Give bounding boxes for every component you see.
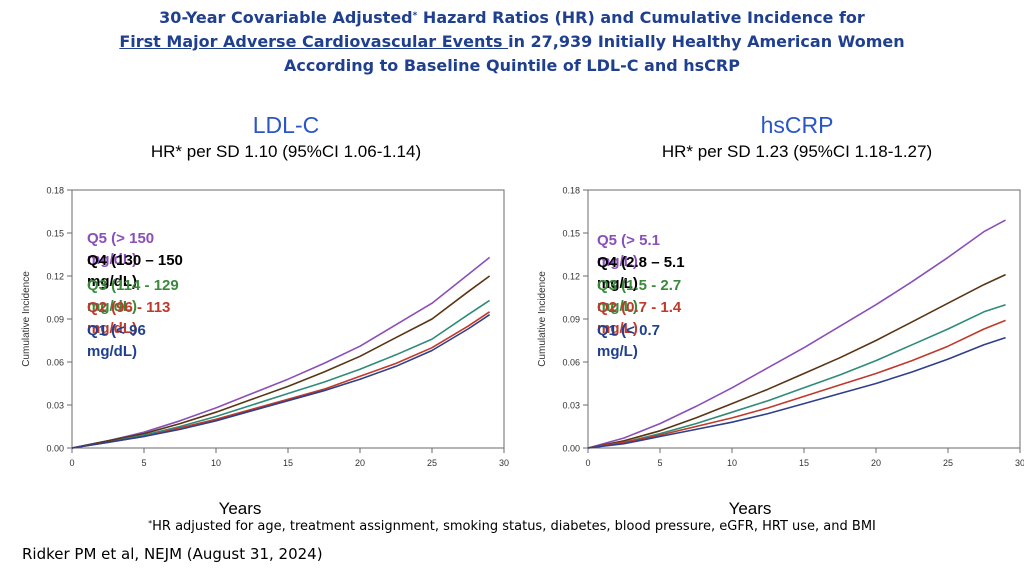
crp-legend-q2: Q2 (0.7 - 1.4 mg/L) xyxy=(597,299,682,337)
crp-x-tick-label: 30 xyxy=(1015,458,1024,468)
crp-legend-q4: Q4 (2.8 – 5.1 mg/L) xyxy=(597,254,685,292)
ldl-y-tick-label: 0.12 xyxy=(46,272,64,282)
title-asterisk: * xyxy=(412,11,418,21)
citation: Ridker PM et al, NEJM (August 31, 2024) xyxy=(22,545,323,563)
footnote-text: HR adjusted for age, treatment assignmen… xyxy=(152,519,876,534)
crp-panel-heading: hsCRP HR* per SD 1.23 (95%CI 1.18-1.27) xyxy=(637,111,957,163)
ldl-y-tick-label: 0.18 xyxy=(46,186,64,196)
crp-series-q2-line xyxy=(587,319,1006,449)
ldl-y-tick-label: 0.15 xyxy=(46,229,64,239)
crp-series-q4-line xyxy=(587,273,1006,449)
ldl-y-tick-label: 0.00 xyxy=(46,444,64,454)
ldl-x-tick-label: 5 xyxy=(141,458,146,468)
footnote: *HR adjusted for age, treatment assignme… xyxy=(0,519,1024,534)
ldl-legend-q2: Q2 (96 - 113 mg/dL) xyxy=(87,299,171,337)
ldl-y-tick-label: 0.09 xyxy=(46,315,64,325)
title-underlined-text: First Major Adverse Cardiovascular Event… xyxy=(119,32,509,51)
crp-x-tick-label: 10 xyxy=(727,458,737,468)
crp-chart: 0.00 0.03 0.06 0.09 0.12 0.15 0.18 0 5 10 15 20 25 30… xyxy=(537,186,1024,469)
crp-series-q1-line xyxy=(587,336,1006,449)
crp-y-tick-label: 0.09 xyxy=(562,315,580,325)
ldl-x-tick-label: 0 xyxy=(69,458,74,468)
title-line-2-end: in 27,939 Initially Healthy American Wom… xyxy=(508,32,905,51)
crp-y-tick-label: 0.06 xyxy=(562,358,580,368)
title-line-2: First Major Adverse Cardiovascular Event… xyxy=(0,30,1024,54)
ldl-series-q1-line xyxy=(71,314,491,449)
crp-legend-q5: Q5 (> 5.1 mg/L) xyxy=(597,232,660,270)
crp-y-tick-label: 0.18 xyxy=(562,186,580,196)
ldl-series-q3-line xyxy=(71,299,491,449)
slide-title: 30-Year Covariable Adjusted* Hazard Rati… xyxy=(0,6,1024,78)
crp-x-tick-label: 20 xyxy=(871,458,881,468)
title-line-3: According to Baseline Quintile of LDL-C … xyxy=(284,56,740,75)
ldl-x-axis-title: Years xyxy=(218,499,262,518)
crp-x-tick-label: 25 xyxy=(943,458,953,468)
ldl-chart: 0.00 0.03 0.06 0.09 0.12 0.15 0.18 0 5 10 15 20 25 30… xyxy=(21,186,509,469)
ldl-series-q5-line xyxy=(71,256,491,449)
ldl-x-tick-label: 15 xyxy=(283,458,293,468)
ldl-x-tick-label: 30 xyxy=(499,458,509,468)
crp-hazard-ratio: HR* per SD 1.23 (95%CI 1.18-1.27) xyxy=(661,142,933,161)
crp-legend-q1: Q1 (< 0.7 mg/L) xyxy=(597,322,660,360)
ldl-y-tick-label: 0.03 xyxy=(46,401,64,411)
title-line-1-start: 30-Year Covariable Adjusted xyxy=(159,8,413,27)
crp-y-tick-label: 0.15 xyxy=(562,229,580,239)
crp-panel-name: hsCRP xyxy=(760,112,834,138)
crp-x-tick-label: 15 xyxy=(799,458,809,468)
ldl-hazard-ratio: HR* per SD 1.10 (95%CI 1.06-1.14) xyxy=(150,142,422,161)
ldl-series-q4-line xyxy=(71,275,491,449)
ldl-legend-q5: Q5 (> 150 mg/dL) xyxy=(87,230,155,268)
crp-series-q3-line xyxy=(587,303,1006,449)
ldl-x-tick-label: 20 xyxy=(355,458,365,468)
crp-y-tick-label: 0.03 xyxy=(562,401,580,411)
ldl-legend-q4: Q4 (130 – 150 mg/dL) xyxy=(87,252,183,290)
crp-y-tick-label: 0.00 xyxy=(562,444,580,454)
footnote-asterisk: * xyxy=(148,519,153,528)
ldl-x-tick-label: 10 xyxy=(211,458,221,468)
ldl-y-tick-label: 0.06 xyxy=(46,358,64,368)
ldl-panel-name: LDL-C xyxy=(252,112,320,138)
crp-y-tick-label: 0.12 xyxy=(562,272,580,282)
title-line-1-end: Hazard Ratios (HR) and Cumulative Incide… xyxy=(417,8,865,27)
ldl-x-tick-label: 25 xyxy=(427,458,437,468)
crp-x-tick-label: 0 xyxy=(585,458,590,468)
crp-legend-q3: Q3 (1.5 - 2.7 mg/L) xyxy=(597,277,682,315)
crp-x-tick-label: 5 xyxy=(657,458,662,468)
ldl-y-axis-title: Cumulative Incidence xyxy=(21,271,32,367)
ldl-legend-q1: Q1 (< 96 mg/dL) xyxy=(87,322,146,360)
crp-y-axis-title: Cumulative Incidence xyxy=(537,271,548,367)
crp-series-q5-line xyxy=(587,219,1006,449)
ldl-legend-q3: Q3 (114 - 129 mg/dL) xyxy=(87,277,179,315)
ldl-panel-heading: LDL-C HR* per SD 1.10 (95%CI 1.06-1.14) xyxy=(126,111,446,163)
crp-x-axis-title: Years xyxy=(728,499,772,518)
title-line-1: 30-Year Covariable Adjusted* Hazard Rati… xyxy=(0,6,1024,30)
